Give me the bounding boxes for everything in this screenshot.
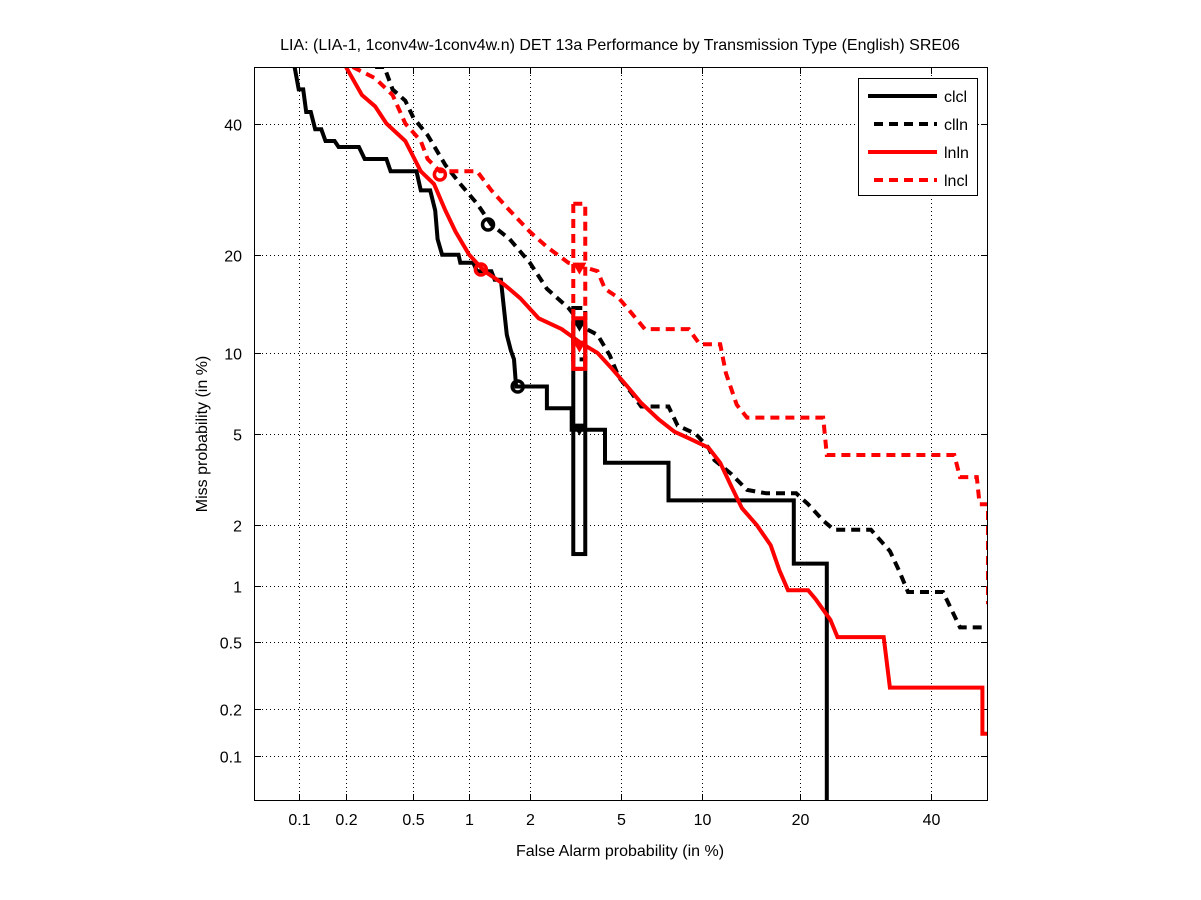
series-line-lnln bbox=[344, 67, 988, 736]
operating-point-clcl bbox=[510, 379, 525, 394]
x-tick-label: 0.1 bbox=[288, 812, 310, 829]
operating-point-clln bbox=[480, 217, 496, 232]
x-tick-label: 2 bbox=[526, 812, 535, 829]
y-tick-label: 1 bbox=[233, 580, 242, 597]
operating-point-lncl bbox=[432, 167, 448, 182]
legend: clcl clln lnln lncl bbox=[858, 78, 978, 196]
y-tick-label: 0.1 bbox=[220, 750, 242, 767]
y-tick-label: 2 bbox=[233, 519, 242, 536]
x-tick-label: 40 bbox=[923, 812, 941, 829]
axes-frame bbox=[254, 67, 988, 801]
legend-label-lncl: lncl bbox=[944, 173, 968, 190]
x-tick-label: 10 bbox=[694, 812, 712, 829]
actual-point-lncl bbox=[572, 262, 587, 275]
x-tick-label: 0.2 bbox=[335, 812, 357, 829]
y-tick-label: 0.2 bbox=[220, 703, 242, 720]
actual-point-clcl bbox=[572, 423, 587, 436]
y-axis-label: Miss probability (in %) bbox=[194, 356, 211, 512]
axis-ticks: 0.1 0.2 0.5 1 2 5 10 20 40 0.1 0.2 0.5 1 2 5 10 20 40 bbox=[220, 67, 988, 829]
operating-point-lnln bbox=[473, 262, 489, 277]
y-tick-label: 40 bbox=[224, 118, 242, 135]
plot-area bbox=[292, 67, 988, 801]
chart-title: LIA: (LIA-1, 1conv4w-1conv4w.n) DET 13a … bbox=[280, 37, 960, 54]
actual-point-clln bbox=[572, 319, 587, 332]
y-tick-label: 20 bbox=[224, 249, 242, 266]
confidence-box-lnln bbox=[571, 316, 588, 371]
x-tick-label: 0.5 bbox=[402, 812, 424, 829]
y-tick-label: 0.5 bbox=[220, 636, 242, 653]
legend-label-lnln: lnln bbox=[944, 145, 969, 162]
series-line-lncl bbox=[351, 67, 988, 605]
y-tick-label: 5 bbox=[233, 428, 242, 445]
x-tick-label: 1 bbox=[465, 812, 474, 829]
legend-label-clln: clln bbox=[944, 117, 968, 134]
series-line-clln bbox=[375, 67, 988, 630]
series-line-clcl bbox=[292, 67, 829, 801]
x-axis-label: False Alarm probability (in %) bbox=[516, 843, 724, 860]
actual-point-lnln bbox=[572, 340, 587, 353]
x-tick-label: 20 bbox=[792, 812, 810, 829]
x-tick-label: 5 bbox=[617, 812, 626, 829]
y-tick-label: 10 bbox=[224, 347, 242, 364]
legend-label-clcl: clcl bbox=[944, 89, 967, 106]
